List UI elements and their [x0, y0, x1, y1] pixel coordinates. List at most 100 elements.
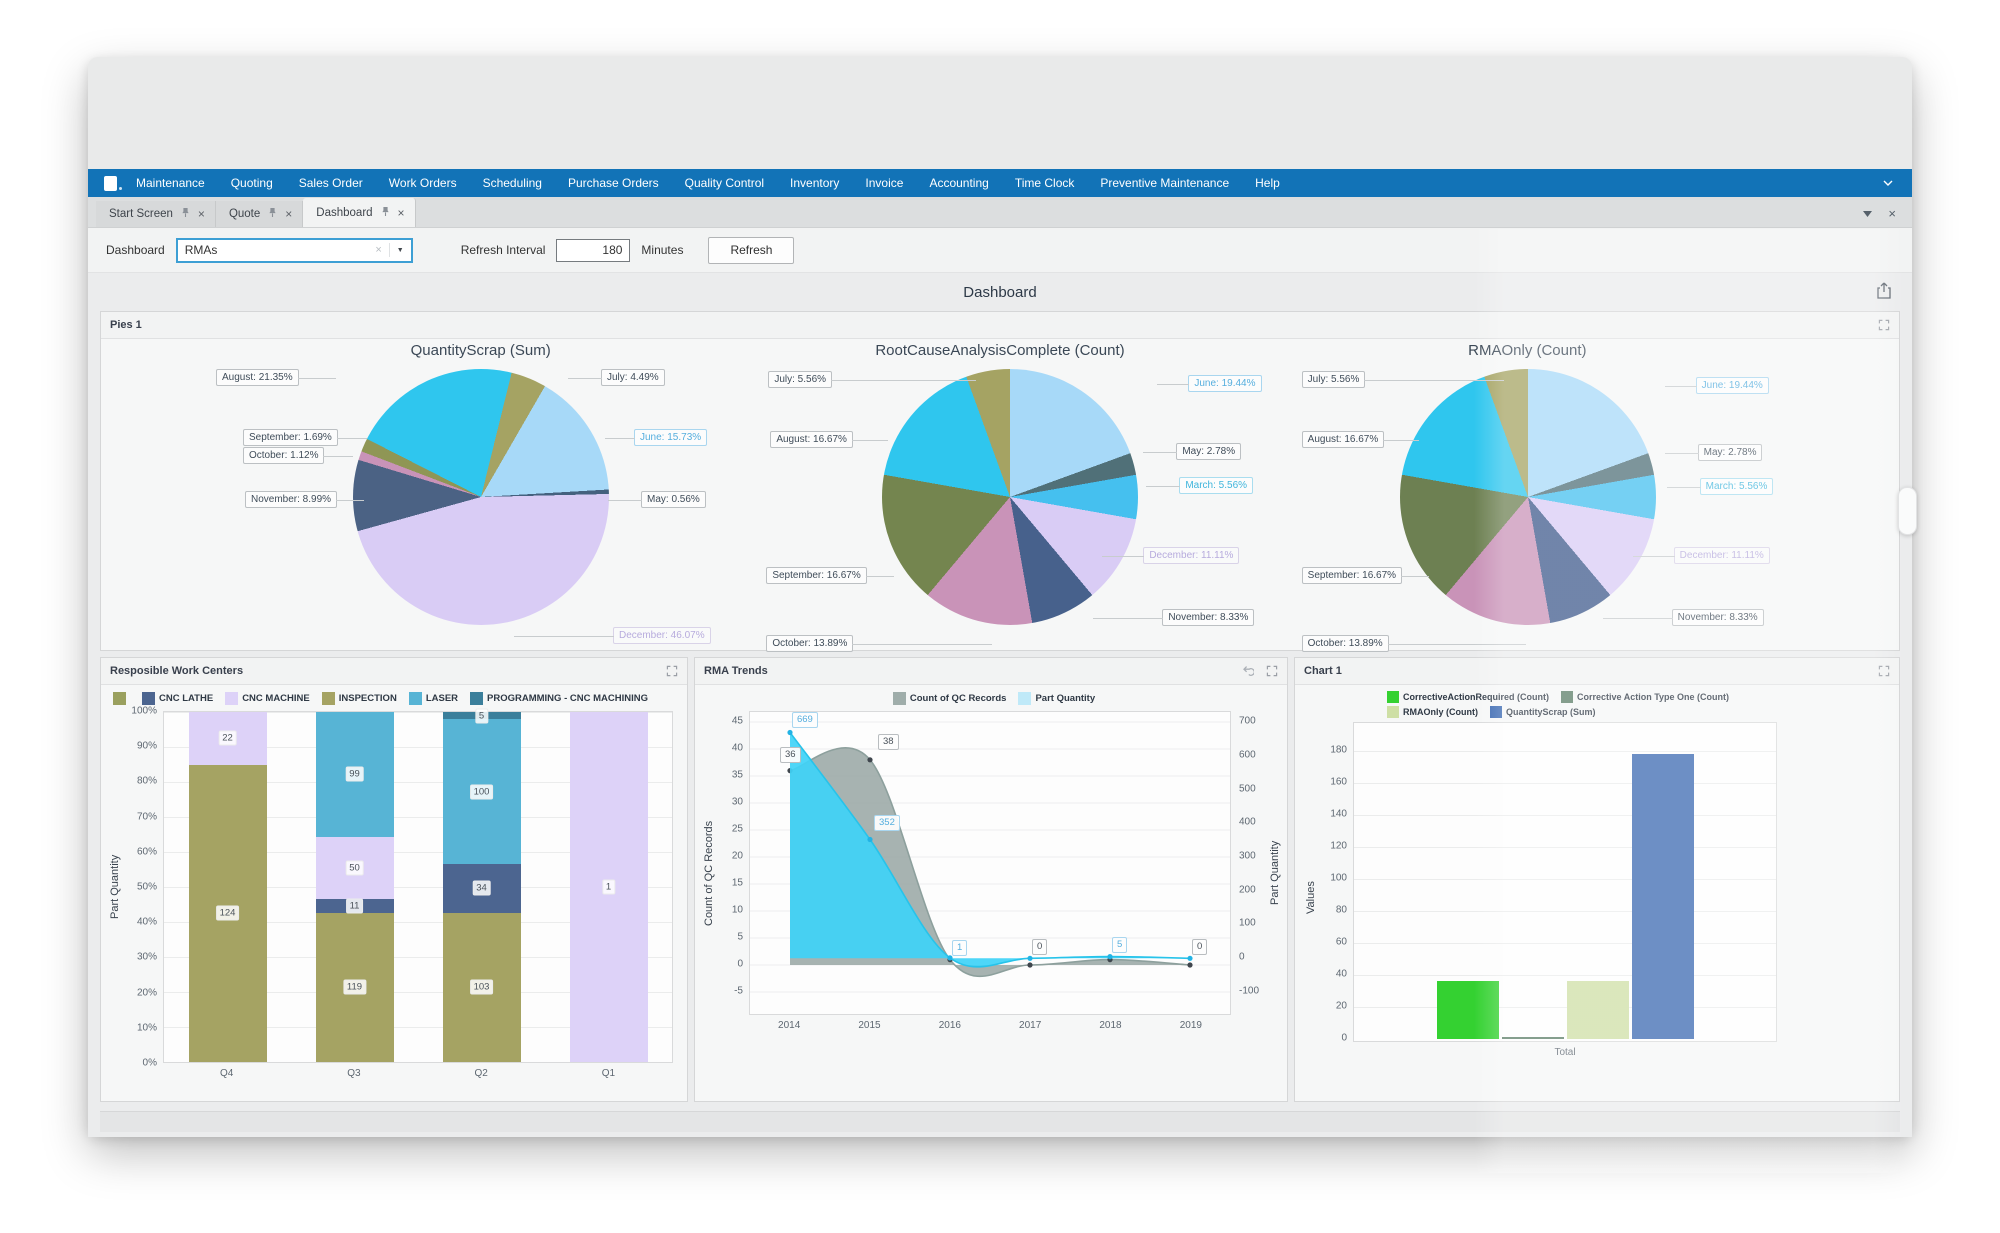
refresh-button[interactable]: Refresh — [708, 236, 795, 264]
menu-item-quoting[interactable]: Quoting — [230, 176, 273, 190]
pie-callout-march[interactable]: March: 5.56% — [1666, 478, 1774, 495]
bar-q2[interactable]: 103 34 100 5 — [442, 708, 521, 1062]
bar-segment-cnc-machine[interactable]: 1 — [569, 712, 648, 1062]
pie-callout-september[interactable]: September: 1.69% — [243, 429, 367, 446]
pie-callout-july[interactable]: July: 5.56% — [768, 371, 976, 388]
legend-item-inspection[interactable]: INSPECTION — [321, 692, 397, 705]
pie-callout-september[interactable]: September: 16.67% — [766, 567, 895, 584]
close-tab-icon[interactable]: × — [1888, 206, 1896, 221]
pie-callout-june[interactable]: June: 15.73% — [604, 429, 708, 446]
undo-icon[interactable] — [1241, 665, 1254, 677]
slide-panel-handle[interactable] — [1898, 487, 1917, 535]
pie-callout-november[interactable]: November: 8.33% — [1093, 609, 1255, 626]
legend-item-quantityscrap-sum[interactable]: QuantityScrap (Sum) — [1489, 706, 1596, 718]
tab-dashboard[interactable]: Dashboard × — [303, 198, 416, 227]
menu-item-maintenance[interactable]: Maintenance — [136, 176, 205, 190]
maximize-icon[interactable] — [1266, 665, 1278, 677]
pie-callout-october[interactable]: October: 13.89% — [766, 635, 993, 652]
tab-close-icon[interactable]: × — [397, 205, 405, 220]
legend-item-series[interactable] — [113, 692, 130, 705]
bar-segment-laser[interactable]: 99 — [315, 712, 394, 837]
pin-icon[interactable] — [268, 207, 277, 221]
legend-item-laser[interactable]: LASER — [408, 692, 458, 705]
bar-segment-inspection[interactable]: 119 — [315, 912, 394, 1062]
bar-quantityscrap-sum[interactable] — [1631, 754, 1694, 1039]
bar-q1[interactable]: 1 — [569, 712, 648, 1062]
bar-segment-inspection[interactable]: 103 — [442, 912, 521, 1062]
tab-start-screen[interactable]: Start Screen × — [96, 201, 216, 227]
menu-item-invoice[interactable]: Invoice — [865, 176, 904, 190]
menu-item-preventive-maintenance[interactable]: Preventive Maintenance — [1100, 176, 1230, 190]
bar-segment-cnc-lathe[interactable]: 34 — [442, 863, 521, 913]
bar-segment-cnc-lathe[interactable]: 11 — [315, 898, 394, 914]
combo-dropdown-icon[interactable]: ▼ — [396, 246, 404, 254]
menu-item-work-orders[interactable]: Work Orders — [388, 176, 457, 190]
menu-item-accounting[interactable]: Accounting — [929, 176, 989, 190]
bar-segment-inspection[interactable]: 124 — [188, 764, 267, 1062]
tab-close-icon[interactable]: × — [197, 207, 205, 221]
dashboard-combobox[interactable]: RMAs × ▼ — [175, 237, 413, 263]
menu-item-time-clock[interactable]: Time Clock — [1014, 176, 1075, 190]
pie-callout-december[interactable]: December: 46.07% — [514, 627, 711, 644]
pie-callout-july[interactable]: July: 4.49% — [568, 369, 665, 386]
bar-segment-programming-cnc-machining[interactable]: 5 — [442, 708, 521, 724]
export-icon[interactable] — [1876, 282, 1892, 303]
pie-disc[interactable] — [353, 369, 609, 625]
combo-clear-icon[interactable]: × — [375, 244, 382, 256]
pie-callout-november[interactable]: November: 8.33% — [1602, 609, 1764, 626]
pie-callout-december[interactable]: December: 11.11% — [1102, 547, 1240, 564]
pie-callout-may[interactable]: May: 2.78% — [1143, 443, 1242, 460]
pie-callout-august[interactable]: August: 21.35% — [216, 369, 336, 386]
tab-quote[interactable]: Quote × — [215, 201, 304, 227]
pie-callout-december[interactable]: December: 11.11% — [1632, 547, 1770, 564]
pin-icon[interactable] — [181, 207, 190, 221]
menu-item-purchase-orders[interactable]: Purchase Orders — [567, 176, 659, 190]
pie-callout-june[interactable]: June: 19.44% — [1157, 375, 1262, 392]
pie-callout-november[interactable]: November: 8.99% — [245, 491, 365, 508]
pie-callout-march[interactable]: March: 5.56% — [1146, 477, 1254, 494]
pie-callout-august[interactable]: August: 16.67% — [770, 431, 888, 448]
tab-close-icon[interactable]: × — [285, 207, 293, 221]
maximize-icon[interactable] — [1878, 665, 1890, 677]
maximize-icon[interactable] — [1878, 319, 1890, 331]
legend-item-cnc-lathe[interactable]: CNC LATHE — [142, 692, 213, 705]
work-centers-plot[interactable]: 124 22 119 11 50 99 103 34 100 5 1 — [163, 708, 673, 1063]
pin-icon[interactable] — [381, 206, 390, 220]
legend-item-corrective-action-type-one-count[interactable]: Corrective Action Type One (Count) — [1561, 691, 1729, 703]
legend-item-count-of-qc-records[interactable]: Count of QC Records — [892, 692, 1006, 705]
pie-disc[interactable] — [882, 369, 1139, 625]
pie-callout-may[interactable]: May: 0.56% — [608, 491, 706, 508]
pie-callout-october[interactable]: October: 13.89% — [1301, 635, 1526, 652]
tab-list-dropdown-icon[interactable] — [1863, 208, 1873, 220]
pie-callout-september[interactable]: September: 16.67% — [1301, 567, 1430, 584]
legend-item-programming-cnc-machining[interactable]: PROGRAMMING - CNC MACHINING — [470, 692, 648, 705]
menu-item-quality-control[interactable]: Quality Control — [684, 176, 765, 190]
menubar-collapse-chevron-icon[interactable] — [1882, 179, 1894, 187]
rma-trends-plot[interactable]: 36 38 0 0 669 352 1 5 — [749, 711, 1231, 1015]
bar-segment-laser[interactable]: 100 — [442, 719, 521, 864]
maximize-icon[interactable] — [666, 665, 678, 677]
chart1-plot[interactable] — [1353, 722, 1777, 1042]
bar-q3[interactable]: 119 11 50 99 — [315, 712, 394, 1062]
pie-callout-june[interactable]: June: 19.44% — [1664, 377, 1769, 394]
bar-rmaonly-count[interactable] — [1566, 981, 1629, 1039]
app-menu-icon[interactable] — [104, 175, 122, 191]
legend-item-part-quantity[interactable]: Part Quantity — [1018, 692, 1095, 705]
bar-segment-cnc-machine[interactable]: 22 — [188, 712, 267, 765]
pie-callout-august[interactable]: August: 16.67% — [1301, 431, 1419, 448]
bar-corrective-action-type-one-count[interactable] — [1501, 1037, 1564, 1039]
bar-segment-cnc-machine[interactable]: 50 — [315, 836, 394, 900]
menu-item-scheduling[interactable]: Scheduling — [482, 176, 542, 190]
refresh-interval-input[interactable]: 180 — [556, 238, 631, 262]
pie-disc[interactable] — [1399, 369, 1656, 625]
pie-callout-july[interactable]: July: 5.56% — [1301, 371, 1504, 388]
legend-item-rmaonly-count[interactable]: RMAOnly (Count) — [1387, 706, 1478, 718]
legend-item-cnc-machine[interactable]: CNC MACHINE — [225, 692, 310, 705]
menu-item-sales-order[interactable]: Sales Order — [298, 176, 363, 190]
menu-item-inventory[interactable]: Inventory — [790, 176, 840, 190]
pie-callout-may[interactable]: May: 2.78% — [1664, 444, 1763, 461]
bar-q4[interactable]: 124 22 — [188, 712, 267, 1062]
bar-correctiveactionrequired-count[interactable] — [1436, 981, 1499, 1039]
pie-callout-october[interactable]: October: 1.12% — [243, 447, 355, 464]
menu-item-help[interactable]: Help — [1255, 176, 1280, 190]
